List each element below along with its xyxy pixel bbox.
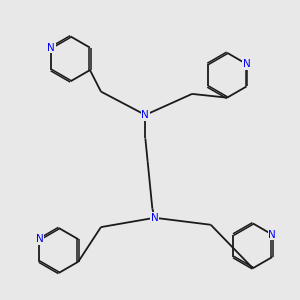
Text: N: N [268, 230, 276, 240]
Text: N: N [47, 43, 55, 52]
Text: N: N [243, 59, 250, 69]
Text: N: N [151, 213, 158, 223]
Text: N: N [36, 234, 43, 244]
Text: N: N [142, 110, 149, 120]
